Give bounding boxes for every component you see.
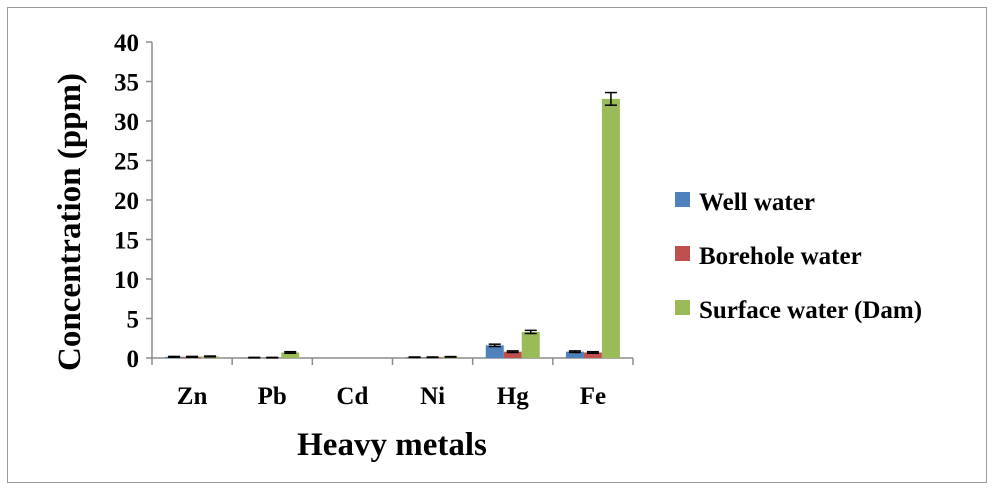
y-axis-title: Concentration (ppm) (52, 73, 88, 371)
legend: Well water Borehole water Surface water (D… (675, 189, 922, 324)
x-axis-title: Heavy metals (297, 427, 487, 463)
y-tick-label: 30 (114, 109, 139, 136)
y-tick-label: 5 (127, 307, 140, 334)
x-tick-label: Cd (336, 383, 368, 410)
y-tick-label: 20 (114, 188, 139, 215)
x-axis: Zn Pb Cd Ni Hg Fe (152, 358, 633, 410)
x-tick-label: Ni (420, 383, 445, 410)
y-tick-label: 35 (114, 70, 139, 97)
legend-swatch (675, 246, 690, 261)
x-tick-label: Zn (177, 383, 208, 410)
legend-label: Borehole water (699, 243, 862, 270)
y-tick-label: 25 (114, 149, 139, 176)
legend-swatch (675, 300, 690, 315)
y-tick-label: 0 (127, 346, 140, 373)
y-axis: 0 5 10 15 20 25 30 35 40 (114, 30, 152, 373)
x-tick-label: Fe (580, 383, 606, 410)
x-tick-label: Pb (258, 383, 287, 410)
bar (602, 99, 620, 358)
bars (165, 99, 620, 358)
y-tick-label: 10 (114, 267, 139, 294)
legend-swatch (675, 192, 690, 207)
legend-label: Surface water (Dam) (699, 297, 922, 324)
legend-label: Well water (699, 189, 815, 216)
y-tick-label: 40 (114, 30, 139, 57)
x-tick-label: Hg (497, 383, 529, 410)
bar (522, 332, 540, 358)
error-bars (168, 93, 617, 358)
y-tick-label: 15 (114, 228, 139, 255)
